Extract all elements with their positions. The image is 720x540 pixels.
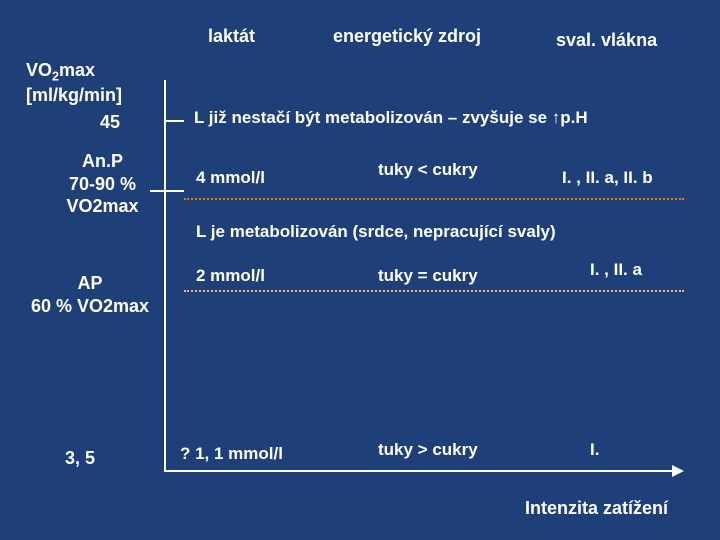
col-vlakna-header: sval. vlákna <box>556 30 657 51</box>
ap-line2: 60 % VO2max <box>31 296 149 316</box>
note-mid: L je metabolizován (srdce, nepracující s… <box>196 222 556 242</box>
yaxis-title: VO2max [ml/kg/min] <box>26 60 146 106</box>
r2-laktat: 2 mmol/l <box>196 266 265 286</box>
dashed-anp <box>184 198 684 200</box>
dashed-ap <box>184 290 684 292</box>
yaxis-max: max <box>59 60 95 80</box>
label-ap: AP 60 % VO2max <box>20 272 160 317</box>
r4-vlakna: I. , II. a, II. b <box>562 168 653 188</box>
r1-vlakna: I. <box>590 440 599 460</box>
col-zdroj-header: energetický zdroj <box>333 26 481 47</box>
y-axis <box>164 80 166 470</box>
label-anp: An.P 70-90 % VO2max <box>55 150 150 218</box>
anp-line3: VO2max <box>66 196 138 216</box>
anp-line2: 70-90 % <box>69 174 136 194</box>
yaxis-sub: 2 <box>52 70 59 84</box>
yaxis-vo: VO <box>26 60 52 80</box>
x-axis-label: Intenzita zatížení <box>525 498 668 519</box>
r4-zdroj: tuky < cukry <box>378 160 478 180</box>
col-laktat-header: laktát <box>208 26 255 47</box>
r1-zdroj: tuky > cukry <box>378 440 478 460</box>
yaxis-units: [ml/kg/min] <box>26 85 122 105</box>
r1-laktat: ? 1, 1 mmol/l <box>180 444 283 464</box>
tick-anp <box>150 190 184 192</box>
r2-vlakna: I. , II. a <box>590 260 642 280</box>
label-3-5: 3, 5 <box>65 448 95 469</box>
tick-45 <box>164 120 184 122</box>
anp-line1: An.P <box>82 151 123 171</box>
label-45: 45 <box>100 112 120 133</box>
x-axis <box>164 470 674 472</box>
ap-line1: AP <box>77 273 102 293</box>
slide: laktát energetický zdroj sval. vlákna VO… <box>0 0 720 540</box>
x-axis-arrow <box>672 465 684 477</box>
note-top: L již nestačí být metabolizován – zvyšuj… <box>194 108 588 128</box>
r4-laktat: 4 mmol/l <box>196 168 265 188</box>
r2-zdroj: tuky = cukry <box>378 266 478 286</box>
